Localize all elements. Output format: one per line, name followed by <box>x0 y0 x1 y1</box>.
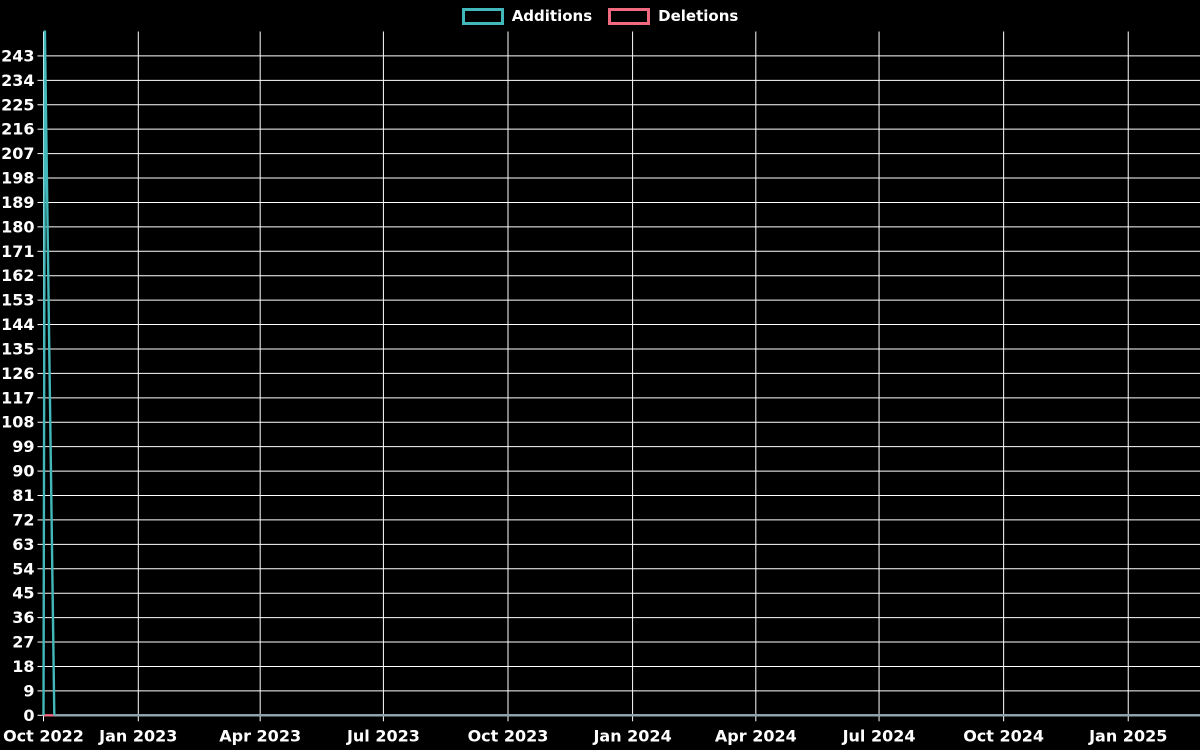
y-tick-label: 144 <box>1 315 34 334</box>
y-tick-label: 117 <box>1 388 34 407</box>
y-tick-label: 198 <box>1 169 34 188</box>
x-tick-label: Oct 2024 <box>963 726 1044 745</box>
y-tick-label: 90 <box>12 462 34 481</box>
y-tick-label: 243 <box>1 46 34 65</box>
y-tick-label: 135 <box>1 339 34 358</box>
y-tick-label: 225 <box>1 95 34 114</box>
y-tick-label: 45 <box>12 584 34 603</box>
y-tick-label: 180 <box>1 217 34 236</box>
y-tick-label: 36 <box>12 608 34 627</box>
y-tick-label: 63 <box>12 535 34 554</box>
y-tick-label: 189 <box>1 193 34 212</box>
gridlines <box>43 31 1200 716</box>
y-tick-label: 9 <box>23 681 34 700</box>
y-tick-label: 171 <box>1 242 34 261</box>
chart-legend: Additions Deletions <box>0 7 1200 25</box>
y-tick-label: 108 <box>1 413 34 432</box>
additions-swatch-icon <box>461 7 504 25</box>
y-tick-label: 207 <box>1 144 34 163</box>
x-tick-label: Oct 2023 <box>468 726 549 745</box>
x-tick-label: Jan 2025 <box>1088 726 1167 745</box>
y-tick-label: 72 <box>12 510 34 529</box>
y-tick-label: 234 <box>1 71 34 90</box>
deletions-legend-label: Deletions <box>658 7 739 25</box>
y-axis-labels: 0 9 18 27 36 45 54 63 72 81 90 99 108 117 126 135 144 153… <box>1 46 34 724</box>
x-tick-label: Jan 2023 <box>98 726 177 745</box>
y-tick-label: 0 <box>23 706 34 725</box>
x-tick-label: Oct 2022 <box>3 726 84 745</box>
y-tick-label: 162 <box>1 266 34 285</box>
deletions-swatch-icon <box>608 7 651 25</box>
y-tick-label: 18 <box>12 657 34 676</box>
y-tick-label: 99 <box>12 437 34 456</box>
x-tick-label: Jul 2023 <box>346 726 420 745</box>
tick-marks <box>37 55 1129 722</box>
legend-item-additions[interactable]: Additions <box>461 7 593 25</box>
y-tick-label: 126 <box>1 364 34 383</box>
y-tick-label: 27 <box>12 633 34 652</box>
legend-item-deletions[interactable]: Deletions <box>608 7 738 25</box>
x-tick-label: Apr 2024 <box>715 726 797 745</box>
x-axis-labels: Oct 2022 Jan 2023 Apr 2023 Jul 2023 Oct 2023… <box>3 726 1167 745</box>
additions-line <box>42 30 56 716</box>
x-tick-label: Jul 2024 <box>842 726 916 745</box>
y-tick-label: 216 <box>1 120 34 139</box>
y-tick-label: 153 <box>1 291 34 310</box>
x-tick-label: Apr 2023 <box>219 726 301 745</box>
y-tick-label: 81 <box>12 486 34 505</box>
x-tick-label: Jan 2024 <box>592 726 671 745</box>
series-lines <box>42 30 1200 717</box>
y-tick-label: 54 <box>12 559 34 578</box>
additions-legend-label: Additions <box>511 7 593 25</box>
